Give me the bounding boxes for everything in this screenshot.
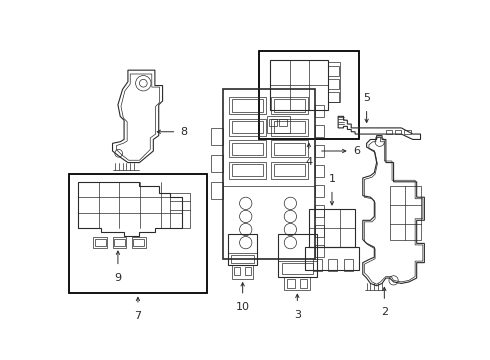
Bar (315, 225, 324, 237)
Bar (315, 205, 324, 217)
Bar (328, 93, 339, 102)
Bar (279, 119, 287, 126)
Bar (271, 119, 308, 136)
Bar (328, 66, 339, 76)
Bar (245, 267, 251, 275)
Text: 5: 5 (363, 93, 370, 103)
Bar (328, 259, 337, 271)
Bar (232, 164, 263, 176)
Text: 2: 2 (381, 307, 388, 317)
Bar (231, 255, 254, 263)
Bar (315, 185, 324, 197)
Bar (232, 265, 253, 279)
Bar (211, 182, 222, 199)
Bar (228, 234, 257, 265)
Bar (271, 162, 308, 179)
Bar (315, 245, 324, 257)
Text: 10: 10 (236, 302, 249, 312)
Text: 9: 9 (114, 273, 122, 283)
Bar (211, 128, 222, 145)
Bar (232, 121, 263, 133)
Bar (315, 105, 324, 117)
Bar (269, 119, 276, 126)
Bar (305, 247, 359, 270)
Bar (390, 186, 420, 239)
Bar (95, 239, 106, 247)
Bar (386, 130, 392, 134)
Bar (395, 130, 401, 134)
Bar (309, 209, 355, 247)
Bar (328, 62, 341, 103)
Text: 7: 7 (134, 311, 142, 321)
Bar (229, 97, 266, 114)
Bar (278, 234, 317, 276)
Bar (271, 140, 308, 157)
Bar (113, 237, 126, 248)
Bar (171, 193, 190, 228)
Bar (234, 267, 241, 275)
Bar (274, 143, 305, 155)
Bar (93, 237, 107, 248)
Text: 6: 6 (354, 146, 361, 156)
Bar (133, 239, 144, 247)
Text: 1: 1 (328, 174, 336, 184)
Bar (229, 119, 266, 136)
Bar (343, 259, 353, 271)
Bar (287, 279, 295, 288)
Bar (328, 80, 339, 89)
Bar (267, 116, 290, 133)
Bar (284, 276, 311, 291)
Text: 3: 3 (294, 310, 301, 320)
Bar (259, 51, 359, 139)
Bar (404, 130, 411, 134)
Bar (315, 145, 324, 157)
Bar (315, 125, 324, 137)
Bar (69, 174, 207, 293)
Bar (274, 164, 305, 176)
Bar (274, 121, 305, 133)
Text: 4: 4 (305, 157, 313, 167)
Bar (282, 264, 313, 274)
Bar (315, 165, 324, 177)
Bar (229, 162, 266, 179)
Bar (132, 237, 146, 248)
Text: 8: 8 (180, 127, 187, 137)
Bar (232, 143, 263, 155)
Bar (114, 239, 125, 247)
Bar (232, 99, 263, 112)
Bar (313, 259, 322, 271)
Bar (274, 99, 305, 112)
Bar (300, 279, 307, 288)
Bar (229, 140, 266, 157)
Bar (271, 97, 308, 114)
Bar (211, 155, 222, 172)
Bar (270, 60, 328, 110)
Bar (222, 89, 315, 259)
